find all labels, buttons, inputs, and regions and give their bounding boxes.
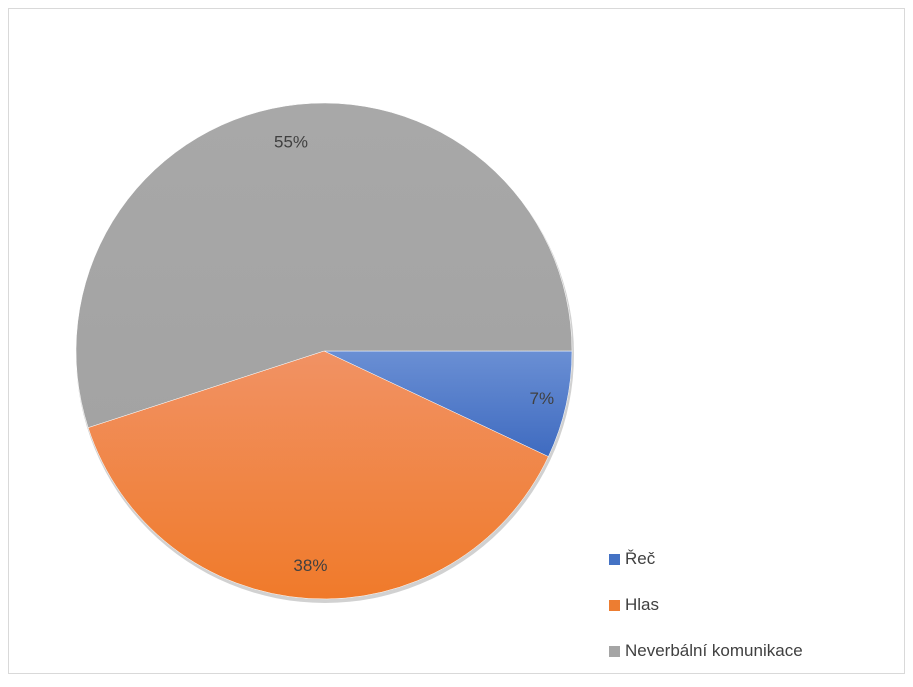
pie-data-labels: 7% 38% 55% <box>274 132 554 575</box>
pie-slice-1 <box>87 350 549 600</box>
legend-item-rec: Řeč <box>609 549 904 569</box>
legend-label-neverbalni: Neverbální komunikace <box>625 641 803 660</box>
legend-label-hlas: Hlas <box>625 595 660 614</box>
pie-slice-0 <box>323 350 573 457</box>
data-label-1: 38% <box>293 556 327 575</box>
legend-swatch-rec <box>609 553 620 565</box>
pie-chart: 7% 38% 55% <box>75 102 574 603</box>
pie-slices <box>75 102 573 600</box>
legend-swatch-hlas <box>609 599 620 611</box>
legend-label-rec: Řeč <box>625 549 656 568</box>
legend-item-neverbalni: Neverbální komunikace <box>609 641 904 661</box>
chart-area: 7% 38% 55% Řeč Hlas Neverbální komunikace <box>8 8 905 674</box>
data-label-0: 7% <box>530 389 555 408</box>
pie-slice-2 <box>75 102 573 428</box>
legend: Řeč Hlas Neverbální komunikace <box>609 549 904 687</box>
legend-item-hlas: Hlas <box>609 595 904 615</box>
data-label-2: 55% <box>274 132 308 151</box>
legend-swatch-neverbalni <box>609 645 620 657</box>
